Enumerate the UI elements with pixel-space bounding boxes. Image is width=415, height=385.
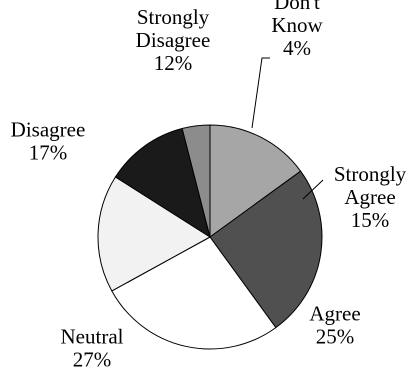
slice-percent-label: 17% [29,141,68,165]
slice-label-strongly-disagree: Strongly Disagree 12% [136,5,211,75]
slice-label-agree: Agree 25% [309,302,360,349]
slice-name-label: Know [271,13,323,37]
slice-name-label: Strongly [334,162,407,186]
pie-slices [97,124,323,350]
slice-name-label: Strongly [137,5,210,29]
slice-name-label: Agree [344,185,395,209]
leader-line-don-t-know [251,57,270,129]
slice-percent-label: 12% [154,51,193,75]
slice-percent-label: 27% [73,348,112,372]
pie-slice-strongly-agree [209,124,302,238]
pie-slice-don-t-know [181,124,211,238]
slice-name-label: Agree [309,302,360,326]
pie-slice-disagree [97,176,211,292]
slice-label-neutral: Neutral 27% [61,325,124,372]
slice-name-label: Neutral [61,325,124,349]
slice-name-label: Disagree [136,28,211,52]
slice-percent-label: 25% [316,325,355,349]
pie-slice-strongly-disagree [114,127,211,239]
slice-label-strongly-agree: Strongly Agree 15% [334,162,407,232]
slice-percent-label: 15% [351,208,390,232]
pie-slice-neutral [111,236,277,350]
slice-name-label: Don't [274,0,320,14]
slice-name-label: Disagree [11,118,86,142]
leader-line-strongly-agree [302,179,324,200]
slice-labels: Strongly Agree 15%Agree 25%Neutral 27%Disagr… [11,0,407,372]
leader-lines [251,57,324,200]
pie-slice-agree [209,170,323,329]
slice-label-disagree: Disagree 17% [11,118,86,165]
slice-label-don-t-know: Don't Know 4% [271,0,323,60]
slice-percent-label: 4% [283,36,311,60]
